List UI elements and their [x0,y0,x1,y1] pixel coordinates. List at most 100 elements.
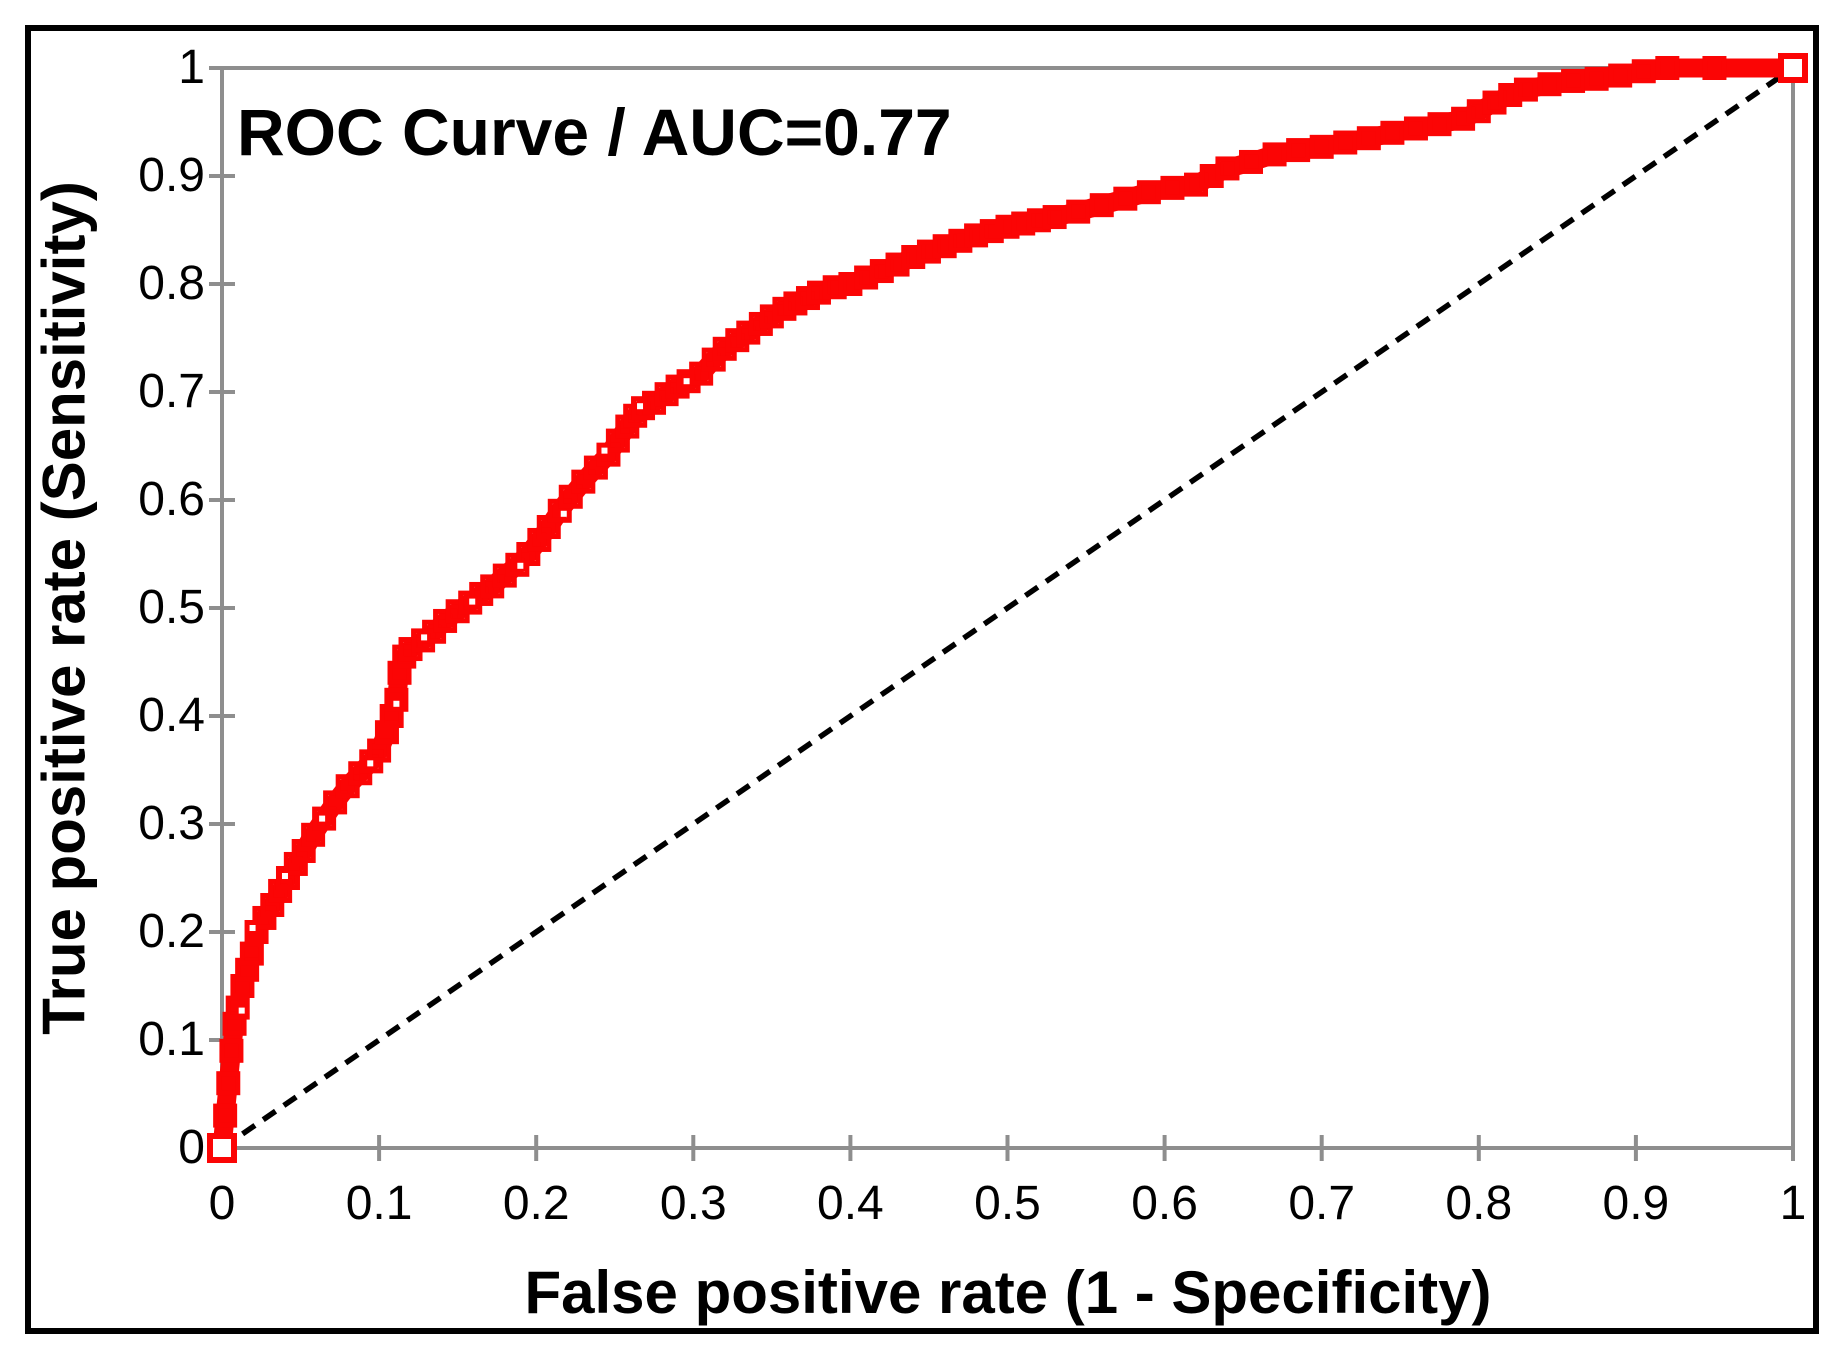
y-tick-label: 0.5 [138,581,205,634]
roc-marker-outline [1427,112,1452,137]
roc-marker-outline [387,660,412,685]
roc-marker-center-fleck [683,378,690,385]
x-tick-label: 0.8 [1445,1177,1513,1230]
roc-marker-outline [222,1011,247,1036]
roc-marker-outline [1655,56,1680,80]
figure-border [25,25,1819,1334]
y-tick-label: 0.4 [138,689,205,742]
roc-marker-outline [1262,142,1287,167]
y-tick-label: 0 [178,1121,205,1174]
roc-marker-outline [1584,66,1609,91]
x-tick-label: 0.6 [1131,1177,1198,1230]
roc-marker-outline [901,245,926,269]
roc-marker-outline [235,957,260,982]
roc-marker-outline [219,1038,244,1063]
chance-diagonal-line [220,65,1795,1151]
roc-marker-outline [822,275,847,300]
roc-marker-outline [374,720,399,745]
roc-marker-outline [1631,59,1656,84]
y-tick-label: 0.6 [138,473,205,526]
roc-marker-center-fleck [469,598,476,605]
roc-marker-outline [558,484,583,509]
x-tick-label: 0.3 [659,1177,727,1230]
y-tick-label: 0.8 [138,257,205,310]
x-tick-label: 0.9 [1602,1177,1670,1230]
roc-marker-outline [1215,156,1240,181]
roc-marker-outline [1239,149,1264,174]
roc-marker-outline [1380,120,1405,145]
roc-marker-outline [689,361,714,386]
roc-marker-outline [979,219,1004,244]
roc-marker-outline [323,790,348,815]
x-tick-label: 0 [208,1177,236,1230]
roc-marker-outline [948,228,973,253]
roc-marker-outline [1011,211,1036,236]
roc-marker-outline [216,1071,241,1096]
roc-marker-outline [1160,175,1185,200]
roc-marker-outline [783,291,808,316]
roc-marker-center-fleck [637,403,644,410]
x-tick-label: 0.1 [345,1177,413,1230]
y-tick-label: 0.3 [138,797,205,850]
roc-marker-outline [1089,193,1114,218]
roc-marker-outline [1513,77,1538,102]
roc-marker-outline [1608,63,1633,88]
roc-marker-outline [1498,83,1523,107]
roc-marker-outline [1286,138,1311,163]
roc-marker-outline [1561,68,1586,93]
roc-marker-outline [995,214,1020,239]
roc-marker-outline [932,234,957,259]
x-axis-title: False positive rate (1 - Specificity) [524,1259,1492,1326]
roc-marker-outline [1702,56,1727,80]
roc-marker-outline [838,272,863,296]
roc-marker-outline [1026,208,1051,233]
roc-marker-center-fleck [393,700,400,707]
roc-marker-outline [1309,134,1334,159]
x-tick-label: 0.2 [502,1177,570,1230]
roc-marker-outline [854,265,879,290]
roc-marker-outline [1113,186,1138,211]
roc-end-marker [207,1133,237,1163]
x-tick-label: 0.7 [1288,1177,1356,1230]
roc-marker-outline [1136,180,1161,205]
y-tick-label: 0.9 [138,149,205,202]
y-tick-label: 0.1 [138,1013,205,1066]
roc-marker-outline [230,974,255,998]
roc-marker-center-fleck [421,634,428,641]
roc-marker-outline [335,774,360,799]
roc-marker-center-fleck [601,447,608,454]
roc-marker-outline [1333,130,1358,155]
chart-title: ROC Curve / AUC=0.77 [237,95,952,169]
roc-marker-outline [1356,126,1381,151]
roc-marker-center-fleck [249,925,256,931]
roc-marker-outline [571,469,596,494]
roc-marker-outline [1042,205,1067,230]
roc-marker-outline [379,704,404,728]
y-tick-label: 1 [178,41,205,94]
y-tick-label: 0.2 [138,905,205,958]
roc-marker-center-fleck [560,510,567,517]
roc-marker-outline [916,239,941,264]
roc-marker-center-fleck [367,760,374,767]
roc-marker-outline [583,455,608,480]
roc-marker-outline [239,941,264,966]
roc-marker-center-fleck [517,562,524,569]
x-tick-label: 0.5 [974,1177,1041,1230]
roc-marker-outline [806,280,831,305]
x-tick-label: 0.4 [817,1177,884,1230]
y-tick-label: 0.7 [138,365,205,418]
roc-marker-outline [869,259,894,284]
roc-marker-center-fleck [319,815,326,822]
roc-marker-outline [213,1103,238,1128]
x-tick-label: 1 [1779,1177,1807,1230]
roc-marker-center-fleck [281,873,288,879]
roc-marker-outline [964,223,989,248]
roc-end-marker [1778,53,1808,83]
roc-marker-center-fleck [238,1007,245,1014]
roc-marker-outline [225,995,250,1020]
roc-marker-outline [384,687,409,712]
roc-marker-outline [1066,199,1091,224]
roc-marker-outline [1537,72,1562,97]
